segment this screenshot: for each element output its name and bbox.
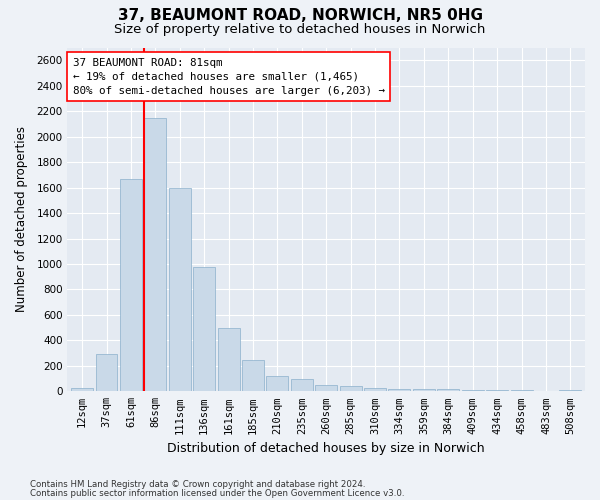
Bar	[95, 354, 118, 392]
Text: 37 BEAUMONT ROAD: 81sqm
← 19% of detached houses are smaller (1,465)
80% of semi: 37 BEAUMONT ROAD: 81sqm ← 19% of detache…	[73, 58, 385, 96]
Bar	[340, 386, 362, 392]
Bar	[242, 360, 264, 392]
Bar	[413, 390, 435, 392]
Bar	[511, 390, 533, 392]
Text: Size of property relative to detached houses in Norwich: Size of property relative to detached ho…	[115, 22, 485, 36]
Text: 37, BEAUMONT ROAD, NORWICH, NR5 0HG: 37, BEAUMONT ROAD, NORWICH, NR5 0HG	[118, 8, 482, 22]
Bar	[218, 328, 239, 392]
Bar	[291, 378, 313, 392]
Bar	[437, 390, 459, 392]
X-axis label: Distribution of detached houses by size in Norwich: Distribution of detached houses by size …	[167, 442, 485, 455]
Text: Contains public sector information licensed under the Open Government Licence v3: Contains public sector information licen…	[30, 490, 404, 498]
Bar	[315, 385, 337, 392]
Bar	[120, 180, 142, 392]
Bar	[388, 389, 410, 392]
Bar	[462, 390, 484, 392]
Bar	[193, 267, 215, 392]
Bar	[169, 188, 191, 392]
Bar	[486, 390, 508, 392]
Text: Contains HM Land Registry data © Crown copyright and database right 2024.: Contains HM Land Registry data © Crown c…	[30, 480, 365, 489]
Bar	[559, 390, 581, 392]
Bar	[145, 118, 166, 392]
Y-axis label: Number of detached properties: Number of detached properties	[15, 126, 28, 312]
Bar	[71, 388, 93, 392]
Bar	[535, 390, 557, 392]
Bar	[266, 376, 289, 392]
Bar	[364, 388, 386, 392]
